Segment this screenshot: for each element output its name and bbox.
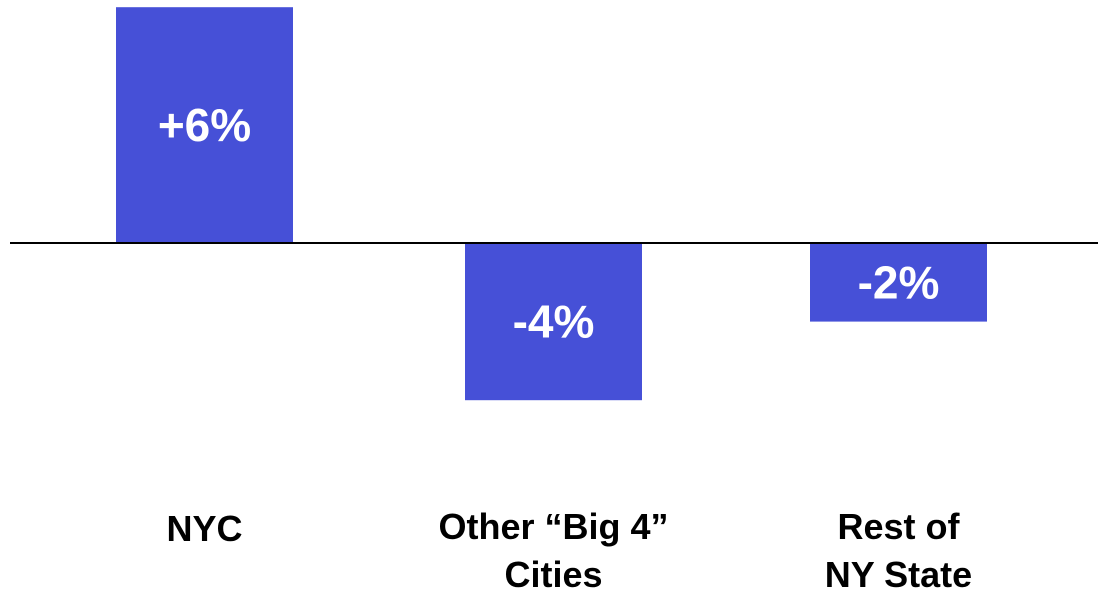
bar-2 (465, 243, 642, 401)
bar-1 (116, 7, 293, 244)
category-labels-group: NYC Other “Big 4” Cities Rest of NY State (166, 506, 972, 595)
category-label-2-line-1: Other “Big 4” (438, 506, 668, 547)
category-label-3-line-1: Rest of (837, 506, 960, 547)
category-label-1-line-1: NYC (166, 508, 242, 549)
bar-labels-group: +6% -4% -2% (158, 99, 940, 348)
category-label-3-line-2: NY State (825, 554, 972, 595)
bar-3 (810, 243, 987, 322)
bar-value-label-1: +6% (158, 99, 251, 151)
bar-value-label-2: -4% (513, 296, 595, 348)
category-label-2-line-2: Cities (504, 554, 602, 595)
bar-value-label-3: -2% (858, 256, 940, 308)
bars-group (116, 7, 987, 401)
